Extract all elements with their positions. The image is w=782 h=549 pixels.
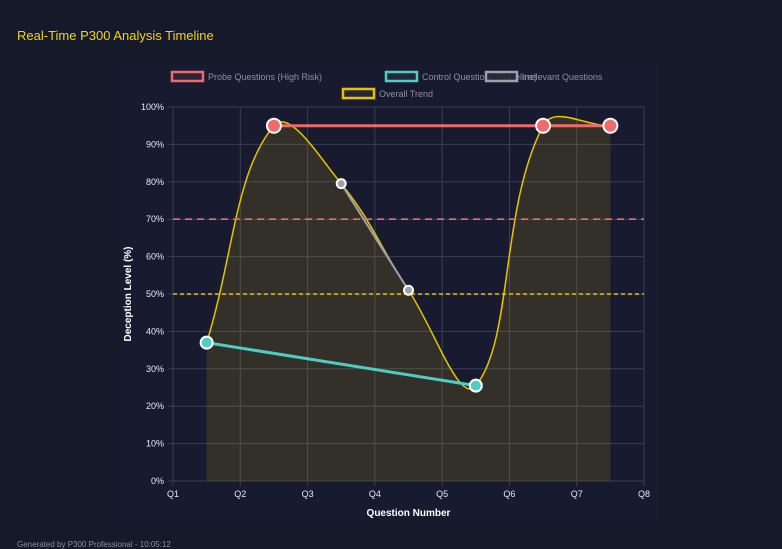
- page-title: Real-Time P300 Analysis Timeline: [17, 28, 214, 43]
- x-tick-label: Q8: [638, 489, 650, 499]
- y-axis-title: Deception Level (%): [123, 246, 134, 341]
- legend-label: Control Questions (Baseline): [422, 72, 537, 82]
- data-point: [335, 178, 347, 190]
- data-point: [535, 117, 552, 134]
- x-tick-label: Q7: [571, 489, 583, 499]
- legend-swatch: [384, 70, 419, 83]
- y-tick-label: 50%: [146, 289, 164, 299]
- x-tick-label: Q2: [234, 489, 246, 499]
- y-tick-label: 0%: [151, 476, 164, 486]
- legend-swatch: [484, 70, 519, 83]
- x-tick-label: Q3: [302, 489, 314, 499]
- series-line-1: [206, 341, 477, 388]
- y-tick-label: 30%: [146, 364, 164, 374]
- x-tick-label: Q5: [436, 489, 448, 499]
- data-point: [403, 284, 414, 296]
- y-tick-label: 100%: [141, 102, 164, 112]
- x-axis-title: Question Number: [367, 508, 451, 519]
- legend-label: Irrelevant Questions: [522, 72, 603, 82]
- y-tick-label: 20%: [146, 401, 164, 411]
- data-point: [265, 117, 282, 134]
- series-line-2: [340, 183, 410, 291]
- legend-label: Probe Questions (High Risk): [208, 72, 322, 82]
- data-point: [468, 378, 483, 393]
- y-tick-label: 60%: [146, 252, 164, 262]
- y-tick-label: 70%: [146, 214, 164, 224]
- data-point: [199, 335, 214, 350]
- legend-swatch: [341, 87, 376, 100]
- legend-label: Overall Trend: [379, 89, 433, 99]
- x-tick-label: Q6: [503, 489, 515, 499]
- legend-swatch: [170, 70, 205, 83]
- x-tick-label: Q1: [167, 489, 179, 499]
- y-tick-label: 90%: [146, 139, 164, 149]
- y-tick-label: 80%: [146, 177, 164, 187]
- trend-area-fill: [206, 116, 611, 482]
- y-tick-label: 40%: [146, 326, 164, 336]
- footer-text: Generated by P300 Professional - 10:05:1…: [17, 540, 171, 549]
- y-tick-label: 10%: [146, 439, 164, 449]
- data-point: [602, 117, 619, 134]
- x-tick-label: Q4: [369, 489, 381, 499]
